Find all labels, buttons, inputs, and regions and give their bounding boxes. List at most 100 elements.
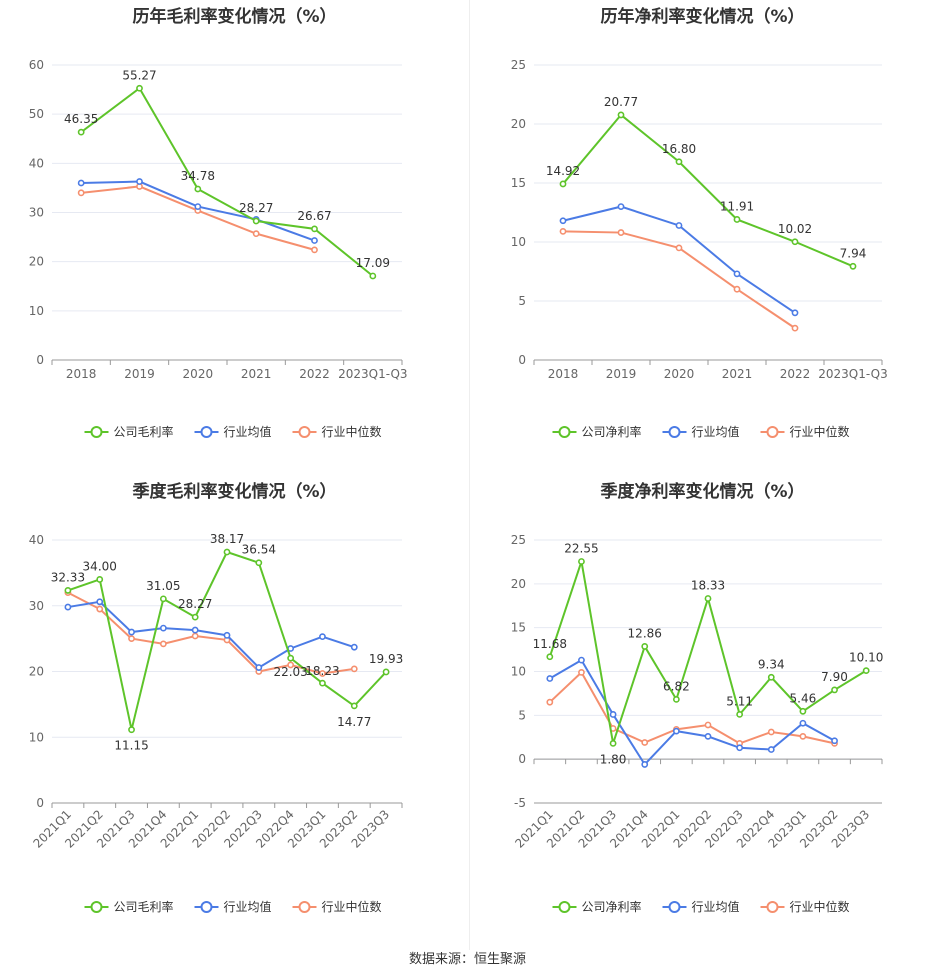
x-tick-label: 2019 [606,367,637,381]
legend-label: 行业中位数 [790,424,850,439]
data-point [704,721,712,729]
data-label: 34.78 [181,169,215,183]
legend-swatch-marker [200,901,213,913]
series-line [80,86,374,277]
data-point [767,746,775,753]
data-point [255,664,263,671]
series-line [562,113,854,268]
legend-swatch-marker [668,426,681,438]
data-point [128,628,135,636]
data-point [609,711,617,718]
y-tick-label: 0 [518,353,526,367]
legend-swatch-marker [298,426,311,438]
chart-title: 历年毛利率变化情况（%） [132,6,336,27]
data-label: 11.68 [533,637,567,651]
legend-swatch-marker [766,426,779,438]
chart-svg: 季度净利率变化情况（%）-505101520252021Q12021Q22021… [511,481,884,914]
data-point [136,178,143,185]
x-tick-label: 2023Q1-Q3 [818,367,887,381]
data-point [733,216,741,223]
series-line [67,591,355,675]
data-point [609,739,617,747]
data-point [191,632,199,640]
data-point [831,686,838,694]
data-label: 12.86 [628,626,662,640]
legend-label: 行业均值 [692,424,740,439]
data-point [799,732,807,740]
data-point [704,732,712,740]
chart-quarterly-gross: 季度毛利率变化情况（%） 0 10 20 30 40 2021Q1 2021Q2 2021Q3 2… [0,475,469,945]
data-label: 32.33 [51,570,85,584]
data-point [369,272,377,280]
data-label: 7.90 [821,670,848,684]
data-point [559,180,567,188]
data-label: 7.94 [840,246,867,260]
data-point [319,670,326,677]
data-point [546,698,554,706]
legend-swatch-marker [558,426,571,438]
data-label: 9.34 [758,657,785,671]
data-point [64,603,72,611]
chart-annual-net: 历年净利率变化情况（%） 0 5 10 15 20 25 2018 2019 2020 2021 20… [470,0,935,475]
legend-swatch-marker [558,901,571,913]
y-tick-label: -5 [514,796,526,810]
legend-label: 行业中位数 [322,899,382,914]
data-point [191,613,199,621]
data-point [252,230,260,238]
data-point [559,227,567,235]
data-point [311,225,318,233]
y-tick-label: 15 [511,176,526,190]
data-label: 28.27 [178,597,212,611]
data-label: 22.55 [564,541,598,555]
data-label: 11.15 [114,739,148,753]
data-point [252,217,260,225]
data-point [96,605,104,613]
data-point [350,665,358,673]
data-point [350,702,358,710]
data-label: 19.93 [369,652,403,666]
data-point [704,595,712,602]
data-label: 1.80 [600,752,627,766]
data-point [736,744,744,752]
y-tick-label: 10 [511,665,526,679]
y-tick-label: 30 [29,599,44,613]
chart-title: 季度净利率变化情况（%） [600,481,804,502]
data-point [287,654,295,662]
data-point [791,324,799,332]
data-point [159,624,167,632]
data-point [77,189,85,197]
data-point [136,84,143,92]
data-point [733,270,741,278]
data-point [578,558,585,565]
data-label: 10.02 [778,222,812,236]
legend-label: 行业均值 [224,899,272,914]
data-label: 14.92 [546,164,580,178]
x-tick-label: 2022 [780,367,811,381]
data-point [382,668,390,676]
x-tick-label: 2020 [664,367,695,381]
y-tick-label: 60 [29,58,44,72]
x-tick-label: 2018 [548,367,579,381]
data-point [641,643,649,650]
data-point [64,587,72,594]
y-tick-label: 20 [511,577,526,591]
data-point [675,222,683,229]
x-tick-label: 2021 [241,367,272,381]
legend-label: 行业均值 [224,424,272,439]
legend-swatch-marker [668,901,681,913]
data-label: 10.10 [849,651,883,665]
data-point [675,158,683,166]
chart-quarterly-net: 季度净利率变化情况（%） -5 0 5 10 15 20 25 2021Q1 2021Q2 2021… [470,475,935,945]
legend-label: 公司净利率 [582,424,642,439]
y-tick-label: 20 [29,665,44,679]
y-tick-label: 0 [36,796,44,810]
data-label: 22.03 [273,665,307,679]
data-point [767,728,775,736]
data-label: 26.67 [297,209,331,223]
y-tick-label: 15 [511,621,526,635]
data-point [736,710,744,718]
legend-label: 行业均值 [692,899,740,914]
data-point [350,643,358,651]
legend-swatch-marker [90,901,103,913]
x-tick-label: 2018 [66,367,97,381]
